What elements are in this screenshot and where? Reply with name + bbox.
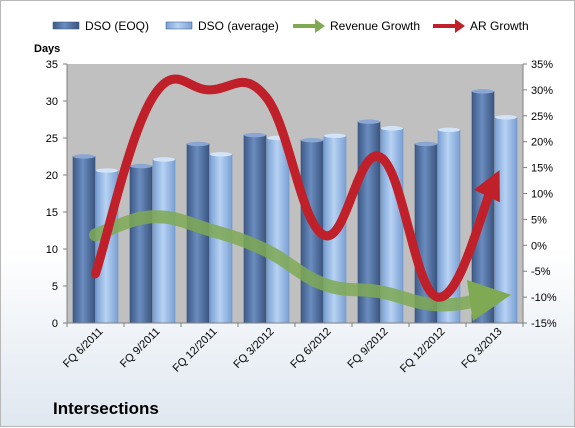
legend-swatch (53, 22, 79, 29)
x-tick-label: FQ 3/2012 (231, 326, 276, 371)
y2-tick-label: -15% (531, 318, 557, 330)
bar-top (73, 154, 95, 158)
bar-top (358, 120, 380, 124)
y2-tick-label: -5% (531, 266, 551, 278)
y-tick-label: 35 (46, 59, 58, 71)
y2-tick-label: 10% (531, 189, 553, 201)
legend-item-1: DSO (average) (166, 19, 279, 33)
y-axis-title: Days (34, 43, 60, 55)
bar-body (153, 159, 175, 323)
legend-item-2: Revenue Growth (293, 19, 420, 33)
bar-top (381, 126, 403, 130)
x-tick-label: FQ 6/2012 (288, 326, 333, 371)
legend-arrow-icon (433, 19, 465, 33)
bar-dso-average (153, 157, 175, 323)
y2-tick-label: 35% (531, 59, 553, 71)
y-tick-label: 10 (46, 244, 58, 256)
bar-top (301, 138, 323, 142)
legend-label: DSO (EOQ) (85, 19, 149, 33)
legend-label: AR Growth (470, 19, 529, 33)
bar-top (130, 164, 152, 168)
y-tick-label: 20 (46, 170, 58, 182)
bar-body (130, 166, 152, 323)
x-tick-label: FQ 6/2011 (61, 326, 106, 371)
y-tick-label: 5 (52, 281, 58, 293)
x-tick-label: FQ 9/2011 (118, 326, 163, 371)
y-tick-label: 0 (52, 318, 58, 330)
legend-label: DSO (average) (198, 19, 279, 33)
bar-top (495, 115, 517, 119)
bar-top (324, 134, 346, 138)
y-tick-label: 30 (46, 96, 58, 108)
bar-top (187, 142, 209, 146)
x-tick-label: FQ 12/2011 (171, 326, 220, 375)
legend-item-0: DSO (EOQ) (53, 19, 149, 33)
y2-tick-label: 20% (531, 137, 553, 149)
bar-top (153, 157, 175, 161)
y2-tick-label: 25% (531, 111, 553, 123)
bar-top (244, 133, 266, 137)
y2-tick-label: 0% (531, 240, 547, 252)
y-tick-label: 25 (46, 133, 58, 145)
x-tick-label: FQ 12/2012 (398, 326, 448, 376)
legend-label: Revenue Growth (330, 19, 420, 33)
legend-item-3: AR Growth (433, 19, 529, 33)
bar-body (244, 135, 266, 323)
bar-body (267, 138, 289, 323)
x-tick-label: FQ 9/2012 (345, 326, 390, 371)
bar-dso-average (267, 136, 289, 323)
bar-top (210, 152, 232, 156)
y2-tick-label: 15% (531, 163, 553, 175)
chart-footer-title: Intersections (53, 399, 159, 419)
bar-top (472, 89, 494, 93)
bar-top (438, 128, 460, 132)
y2-tick-label: 30% (531, 85, 553, 97)
y2-tick-label: 5% (531, 214, 547, 226)
bar-dso-average (495, 115, 517, 323)
bar-dso-eoq (244, 133, 266, 323)
legend-swatch (166, 22, 192, 29)
y-tick-label: 15 (46, 207, 58, 219)
bar-top (96, 168, 118, 172)
bar-top (415, 142, 437, 146)
legend-arrow-icon (293, 19, 325, 33)
x-tick-label: FQ 3/2013 (459, 326, 504, 371)
y2-tick-label: -10% (531, 292, 557, 304)
bar-dso-eoq (130, 164, 152, 323)
